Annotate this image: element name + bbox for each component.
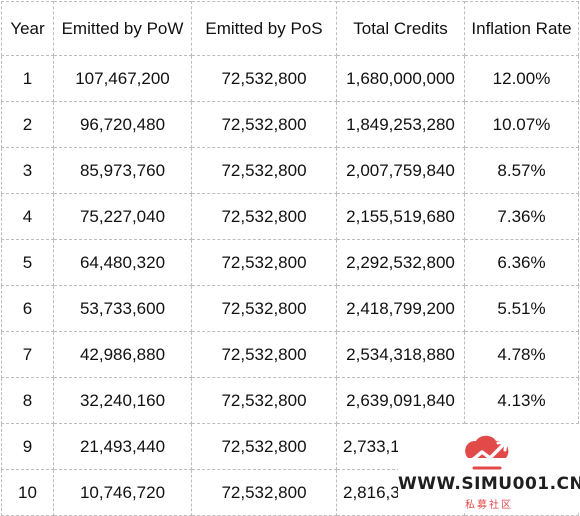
table-row: 2 96,720,480 72,532,800 1,849,253,280 10…: [1, 101, 579, 148]
header-inflation-rate: Inflation Rate: [464, 1, 579, 56]
cell-pow: 107,467,200: [53, 55, 192, 102]
cell-pos: 72,532,800: [191, 331, 337, 378]
header-year: Year: [1, 1, 54, 56]
cell-year: 6: [1, 285, 54, 332]
table-row: 5 64,480,320 72,532,800 2,292,532,800 6.…: [1, 239, 579, 286]
header-row: Year Emitted by PoW Emitted by PoS Total…: [1, 1, 579, 56]
table-row: 4 75,227,040 72,532,800 2,155,519,680 7.…: [1, 193, 579, 240]
cell-year: 3: [1, 147, 54, 194]
header-total-credits: Total Credits: [336, 1, 465, 56]
table-row: 6 53,733,600 72,532,800 2,418,799,200 5.…: [1, 285, 579, 332]
table-row: 3 85,973,760 72,532,800 2,007,759,840 8.…: [1, 147, 579, 194]
cell-total: 2,418,799,200: [336, 285, 465, 332]
cell-year: 4: [1, 193, 54, 240]
header-emitted-pow: Emitted by PoW: [53, 1, 192, 56]
cell-inflation: 10.07%: [464, 101, 579, 148]
cell-pos: 72,532,800: [191, 469, 337, 516]
cell-year: 8: [1, 377, 54, 424]
cell-pos: 72,532,800: [191, 285, 337, 332]
watermark-subtext: 私募社区: [465, 500, 513, 511]
cell-inflation: 8.57%: [464, 147, 579, 194]
cell-pos: 72,532,800: [191, 423, 337, 470]
cell-inflation: 4.13%: [464, 377, 579, 424]
cell-pow: 53,733,600: [53, 285, 192, 332]
cell-pow: 85,973,760: [53, 147, 192, 194]
cell-pow: 42,986,880: [53, 331, 192, 378]
cell-inflation: 12.00%: [464, 55, 579, 102]
cell-pos: 72,532,800: [191, 55, 337, 102]
cell-inflation: 5.51%: [464, 285, 579, 332]
watermark-text: WWW.SIMU001.CN: [398, 474, 580, 494]
cell-inflation: 7.36%: [464, 193, 579, 240]
cell-total: 2,155,519,680: [336, 193, 465, 240]
cell-pow: 21,493,440: [53, 423, 192, 470]
cell-year: 1: [1, 55, 54, 102]
cell-total: 2,639,091,840: [336, 377, 465, 424]
cell-inflation: 4.78%: [464, 331, 579, 378]
table-row: 8 32,240,160 72,532,800 2,639,091,840 4.…: [1, 377, 579, 424]
cell-total: 2,292,532,800: [336, 239, 465, 286]
cell-pow: 96,720,480: [53, 101, 192, 148]
cell-pow: 64,480,320: [53, 239, 192, 286]
cell-total: 2,007,759,840: [336, 147, 465, 194]
cell-total: 2,534,318,880: [336, 331, 465, 378]
table-row: 7 42,986,880 72,532,800 2,534,318,880 4.…: [1, 331, 579, 378]
cell-year: 7: [1, 331, 54, 378]
cell-pow: 75,227,040: [53, 193, 192, 240]
cell-pos: 72,532,800: [191, 193, 337, 240]
watermark: WWW.SIMU001.CN 私募社区: [398, 424, 580, 513]
cell-total: 1,680,000,000: [336, 55, 465, 102]
cell-total: 1,849,253,280: [336, 101, 465, 148]
table-row: 1 107,467,200 72,532,800 1,680,000,000 1…: [1, 55, 579, 102]
header-emitted-pos: Emitted by PoS: [191, 1, 337, 56]
cell-pos: 72,532,800: [191, 101, 337, 148]
cell-pos: 72,532,800: [191, 147, 337, 194]
cell-year: 10: [1, 469, 54, 516]
cell-year: 9: [1, 423, 54, 470]
cell-year: 2: [1, 101, 54, 148]
cell-pos: 72,532,800: [191, 377, 337, 424]
cell-pow: 32,240,160: [53, 377, 192, 424]
cell-pow: 10,746,720: [53, 469, 192, 516]
cell-inflation: 6.36%: [464, 239, 579, 286]
cell-pos: 72,532,800: [191, 239, 337, 286]
watermark-logo-icon: [465, 435, 509, 470]
cell-year: 5: [1, 239, 54, 286]
